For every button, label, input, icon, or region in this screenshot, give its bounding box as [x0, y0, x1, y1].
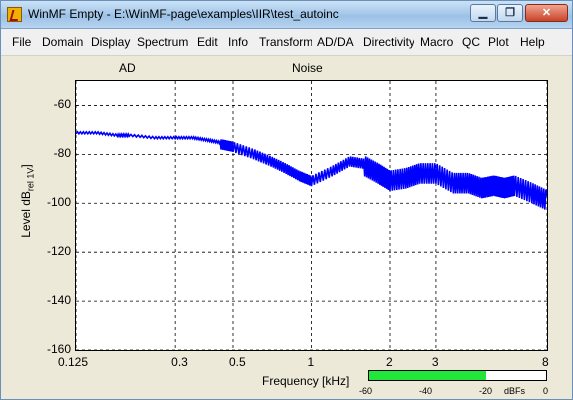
y-axis-label-bracket: ] — [19, 164, 33, 168]
plot-area[interactable] — [75, 80, 548, 351]
meter-tick-40: -40 — [419, 386, 433, 396]
title-bar[interactable]: WinMF Empty - E:\WinMF-page\examples\IIR… — [1, 1, 572, 29]
panel-label-noise: Noise — [292, 61, 323, 75]
y-tick-label: -160 — [46, 342, 71, 356]
close-button[interactable]: ✕ — [525, 4, 568, 22]
menu-bar: File Domain Display Spectrum Edit Info T… — [1, 29, 572, 56]
meter-unit: dBFs — [504, 386, 526, 396]
y-axis-label-text: Level dB — [19, 191, 33, 238]
menu-info[interactable]: Info — [228, 35, 249, 49]
y-tick-label: -120 — [46, 244, 71, 259]
menu-domain[interactable]: Domain — [42, 35, 84, 49]
menu-directivity[interactable]: Directivity — [363, 35, 414, 49]
y-tick-label: -80 — [53, 146, 71, 161]
x-tick-label: 1 — [307, 355, 315, 369]
menu-transform[interactable]: Transform — [259, 35, 312, 49]
minimize-button[interactable]: ▁ — [470, 4, 496, 22]
meter-tick-20: -20 — [479, 386, 493, 396]
y-axis-label-subscript: rel 1V — [25, 167, 36, 192]
x-tick-label: 0.3 — [171, 355, 188, 369]
y-tick-label: -60 — [53, 97, 71, 112]
level-meter-fill — [369, 371, 486, 380]
app-icon[interactable] — [7, 7, 22, 22]
x-axis-label: Frequency [kHz] — [262, 374, 350, 388]
y-axis-label: Level dBrel 1V] — [19, 141, 35, 261]
menu-plot[interactable]: Plot — [488, 35, 509, 49]
menu-macro[interactable]: Macro — [420, 35, 454, 49]
y-tick-label: -100 — [46, 195, 71, 210]
x-tick-label: 8 — [542, 355, 549, 369]
x-tick-label: 0.125 — [58, 355, 89, 369]
panel-label-ad: AD — [119, 61, 136, 75]
menu-adda[interactable]: AD/DA — [317, 35, 354, 49]
y-tick-label: -140 — [46, 293, 71, 308]
menu-qc[interactable]: QC — [462, 35, 480, 49]
x-tick-label: 3 — [431, 355, 439, 369]
spectrum-plot[interactable] — [76, 81, 547, 350]
menu-edit[interactable]: Edit — [197, 35, 218, 49]
meter-tick-min: -60 — [359, 386, 373, 396]
menu-help[interactable]: Help — [520, 35, 545, 49]
level-meter — [368, 370, 547, 381]
menu-display[interactable]: Display — [91, 35, 131, 49]
menu-file[interactable]: File — [12, 35, 32, 49]
menu-spectrum[interactable]: Spectrum — [137, 35, 189, 49]
series-line-0 — [76, 130, 547, 210]
x-tick-label: 0.5 — [229, 355, 246, 369]
window-title: WinMF Empty - E:\WinMF-page\examples\IIR… — [28, 7, 339, 21]
x-tick-label: 2 — [386, 355, 393, 369]
maximize-button[interactable]: ❐ — [497, 4, 523, 22]
meter-tick-max: 0 — [543, 386, 549, 396]
